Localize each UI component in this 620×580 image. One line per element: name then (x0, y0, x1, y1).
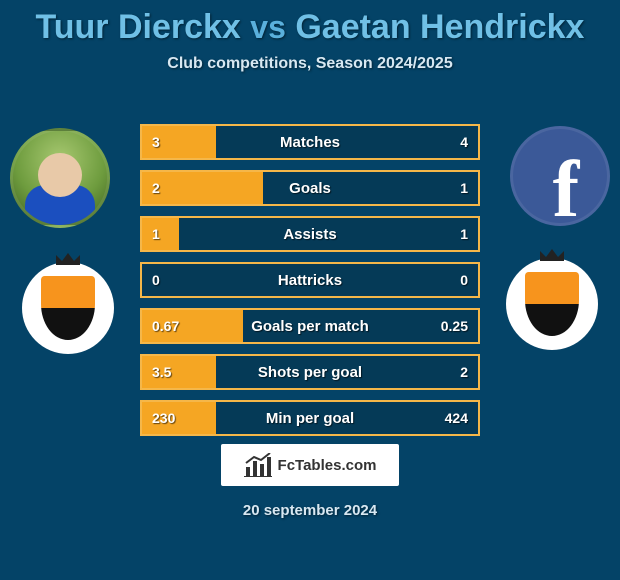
logo-text: FcTables.com (278, 457, 377, 474)
stat-label: Shots per goal (212, 364, 408, 381)
stat-row: 2Goals1 (140, 170, 480, 206)
stat-label: Min per goal (212, 410, 408, 427)
chart-icon (244, 453, 272, 477)
stat-value-left: 0.67 (142, 318, 212, 334)
stat-label: Goals (212, 180, 408, 197)
stat-label: Matches (212, 134, 408, 151)
shield-icon (525, 272, 579, 336)
stat-value-left: 3.5 (142, 364, 212, 380)
stat-value-right: 4 (408, 134, 478, 150)
facebook-glyph: f (553, 145, 580, 236)
crown-icon (538, 247, 566, 261)
stat-value-right: 1 (408, 180, 478, 196)
shield-icon (41, 276, 95, 340)
stat-label: Hattricks (212, 272, 408, 289)
fctables-logo[interactable]: FcTables.com (221, 444, 399, 486)
page-title: Tuur Dierckx vs Gaetan Hendrickx (0, 0, 620, 47)
stat-row: 0.67Goals per match0.25 (140, 308, 480, 344)
date-label: 20 september 2024 (243, 502, 377, 519)
stat-row: 1Assists1 (140, 216, 480, 252)
stat-row: 3Matches4 (140, 124, 480, 160)
stat-row: 0Hattricks0 (140, 262, 480, 298)
stat-value-right: 2 (408, 364, 478, 380)
stat-row: 3.5Shots per goal2 (140, 354, 480, 390)
stats-table: 3Matches42Goals11Assists10Hattricks00.67… (140, 124, 480, 446)
player2-name: Gaetan Hendrickx (295, 8, 584, 46)
player1-avatar (10, 128, 110, 228)
stat-value-left: 230 (142, 410, 212, 426)
stat-label: Goals per match (212, 318, 408, 335)
facebook-icon[interactable]: f (510, 126, 610, 226)
stat-value-left: 0 (142, 272, 212, 288)
stat-value-right: 0.25 (408, 318, 478, 334)
stat-row: 230Min per goal424 (140, 400, 480, 436)
crown-icon (54, 251, 82, 265)
stat-value-right: 0 (408, 272, 478, 288)
player1-club-badge (22, 262, 114, 354)
comparison-card: Tuur Dierckx vs Gaetan Hendrickx Club co… (0, 0, 620, 580)
stat-value-left: 1 (142, 226, 212, 242)
subtitle: Club competitions, Season 2024/2025 (0, 55, 620, 73)
stat-label: Assists (212, 226, 408, 243)
stat-value-right: 424 (408, 410, 478, 426)
stat-value-right: 1 (408, 226, 478, 242)
vs-label: vs (250, 9, 286, 45)
player2-club-badge (506, 258, 598, 350)
stat-value-left: 2 (142, 180, 212, 196)
stat-value-left: 3 (142, 134, 212, 150)
player1-name: Tuur Dierckx (36, 8, 241, 46)
